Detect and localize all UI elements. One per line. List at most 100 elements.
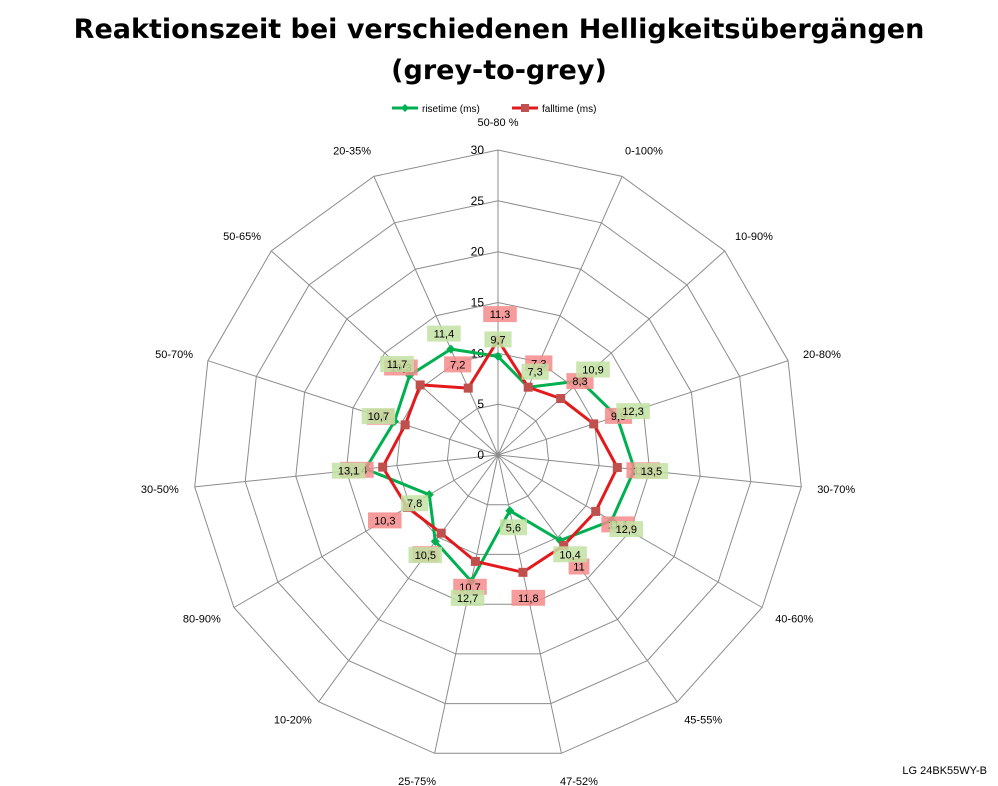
legend-marker [521,104,529,112]
data-label: 13,5 [641,466,662,478]
category-label: 47-52% [560,776,598,786]
risetime-point [430,536,440,546]
chart-title: Reaktionszeit bei verschiedenen Helligke… [74,14,925,86]
falltime-point [415,380,425,390]
data-label-bg [553,546,587,563]
data-labels: 11,37,38,39,911,811,11111,810,79,510,311… [331,306,669,606]
data-label: 12,3 [622,406,643,418]
category-label: 10-90% [735,231,773,243]
radial-tick-label: 0 [477,448,484,462]
data-label: 10,3 [374,515,395,527]
data-label: 11,7 [387,359,408,371]
radar-grid [194,149,802,754]
risetime-point [505,506,515,516]
data-label-bg [616,403,650,420]
category-label: 20-80% [803,349,841,361]
data-label: 5,6 [506,522,521,534]
series-line [381,338,619,574]
data-label-bg [331,462,366,479]
data-label-bg [361,408,396,425]
grid-ring [345,301,651,605]
data-label: 10,9 [582,365,603,377]
data-label: 7,2 [450,359,465,371]
data-label: 12,9 [616,524,637,536]
data-label: 10,7 [368,411,389,423]
chart-title-line: Reaktionszeit bei verschiedenen Helligke… [74,14,925,45]
category-label: 50-80 % [478,117,519,129]
data-label: 8,3 [572,376,587,388]
series-line [364,347,636,583]
grid-spoke [233,454,499,608]
data-label: 11,4 [434,329,455,341]
radial-tick-label: 25 [471,194,485,208]
data-label: 11 [573,562,584,574]
data-label: 7,8 [407,498,422,510]
data-label-bg [609,521,644,538]
falltime-point [518,567,528,577]
category-label: 10-20% [274,715,312,727]
data-label: 11,8 [518,593,539,605]
data-label-bg [380,356,414,372]
data-label: 11,3 [490,309,511,321]
falltime-point [436,528,446,538]
chart-title-line: (grey-to-grey) [391,55,607,86]
falltime-point [556,394,566,404]
category-label: 50-70% [155,349,193,361]
legend: risetime (ms) falltime (ms) [392,104,596,115]
radial-tick-label: 20 [471,245,485,259]
data-label-bg [521,363,549,380]
radial-tick-label: 15 [471,296,485,310]
category-label: 45-55% [684,715,722,727]
data-label-bg [511,589,546,606]
legend-marker [401,104,409,112]
legend-label: falltime (ms) [542,104,596,115]
data-label-bg [401,495,429,512]
falltime-point [463,383,473,393]
data-label-bg [568,558,590,575]
category-label: 0-100% [625,145,663,157]
radial-tick-label: 30 [471,143,485,157]
category-label: 50-65% [223,231,261,243]
data-label-bg [576,361,610,378]
falltime-point [378,462,388,472]
data-label: 9,7 [490,334,505,346]
grid-spoke [270,250,499,456]
grid-spoke [207,360,499,456]
grid-ring [446,403,550,506]
falltime-point [591,506,601,516]
data-label-bg [634,463,669,480]
data-label-bg [484,331,512,348]
category-label: 20-35% [333,145,371,157]
grid-spoke [318,454,499,703]
data-label-bg [450,589,485,606]
category-label: 30-70% [817,484,855,496]
data-label-bg [427,325,461,342]
data-label: 10,4 [559,549,580,561]
risetime-point [446,344,456,354]
falltime-point [523,382,533,392]
data-label: 10,5 [415,550,436,562]
category-label: 40-60% [775,614,813,626]
grid-ring [295,251,701,655]
grid-spoke [497,176,623,456]
data-label-bg [499,519,527,536]
falltime-point [470,556,480,566]
grid-ring [244,200,752,705]
data-label-bg [483,306,517,323]
grid-ring [194,149,802,754]
falltime-point [559,540,569,550]
data-label-bg [408,547,443,564]
radial-tick-label: 5 [477,397,484,411]
monitor-model-label: LG 24BK55WY-B [902,765,987,777]
falltime-point [589,419,599,429]
data-label-bg [368,512,402,529]
falltime-point [400,420,410,430]
data-label: 13,1 [338,466,359,478]
category-label: 25-75% [398,776,436,786]
category-label: 80-90% [183,614,221,626]
grid-spoke [373,176,499,456]
category-labels: 50-80 % 0-100% 10-90% 20-80% 30-70% 40-60% 45-… [141,117,855,786]
category-label: 30-50% [141,484,179,496]
